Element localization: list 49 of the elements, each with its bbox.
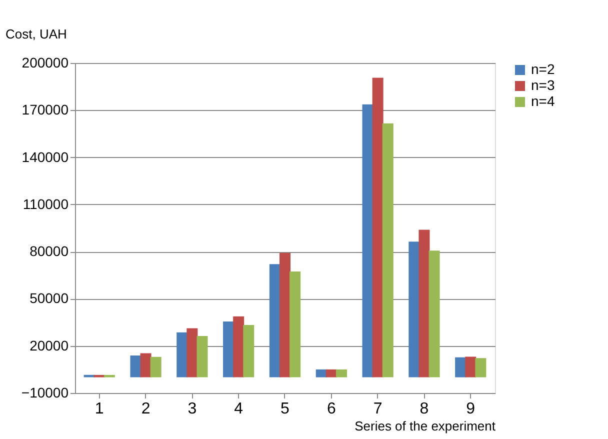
- bar: [408, 242, 420, 378]
- bar: [130, 355, 142, 378]
- y-tick-label: 200000: [22, 54, 69, 70]
- bar: [140, 353, 152, 378]
- bar: [465, 356, 476, 378]
- bar: [94, 374, 105, 378]
- bar: [475, 358, 486, 378]
- x-tick-label: 7: [373, 400, 382, 418]
- bar: [269, 264, 280, 378]
- y-tick-label: 140000: [22, 148, 69, 165]
- x-tick-label: 6: [326, 400, 336, 418]
- bar: [382, 123, 394, 378]
- bar: [280, 252, 290, 378]
- bar: [290, 272, 301, 378]
- bar: [186, 328, 198, 378]
- y-tick-label: 80000: [30, 243, 69, 260]
- legend-label: n=3: [531, 77, 555, 93]
- bar: [428, 250, 440, 378]
- x-tick-label: 1: [94, 400, 104, 418]
- bar: [362, 104, 374, 378]
- bar: [104, 374, 115, 378]
- bar: [336, 369, 347, 378]
- y-tick-label: 20000: [30, 337, 69, 354]
- y-tick-label: 50000: [30, 290, 69, 306]
- y-tick-label: 170000: [22, 102, 69, 118]
- bar: [316, 369, 327, 378]
- bar: [223, 322, 234, 378]
- x-axis-title: Series of the experiment: [354, 418, 496, 434]
- y-tick-label: −10000: [21, 384, 69, 400]
- bar: [150, 356, 162, 378]
- bar: [326, 369, 337, 378]
- bar: [196, 336, 208, 378]
- bar: [233, 316, 244, 378]
- x-tick-label: 9: [466, 400, 476, 418]
- bar: [372, 78, 384, 378]
- x-tick-label: 8: [420, 400, 429, 418]
- bar: [243, 324, 254, 378]
- x-tick-label: 2: [141, 400, 150, 418]
- bar: [176, 332, 188, 378]
- x-tick-label: 5: [280, 400, 290, 418]
- y-tick-label: 110000: [22, 196, 69, 212]
- bar: [84, 374, 95, 378]
- bar: [455, 357, 466, 378]
- legend-label: n=2: [531, 61, 555, 77]
- bar: [418, 230, 430, 378]
- y-axis-title: Cost, UAH: [6, 26, 67, 42]
- x-tick-label: 4: [234, 400, 244, 418]
- legend-label: n=4: [531, 93, 555, 109]
- x-tick-label: 3: [188, 400, 197, 418]
